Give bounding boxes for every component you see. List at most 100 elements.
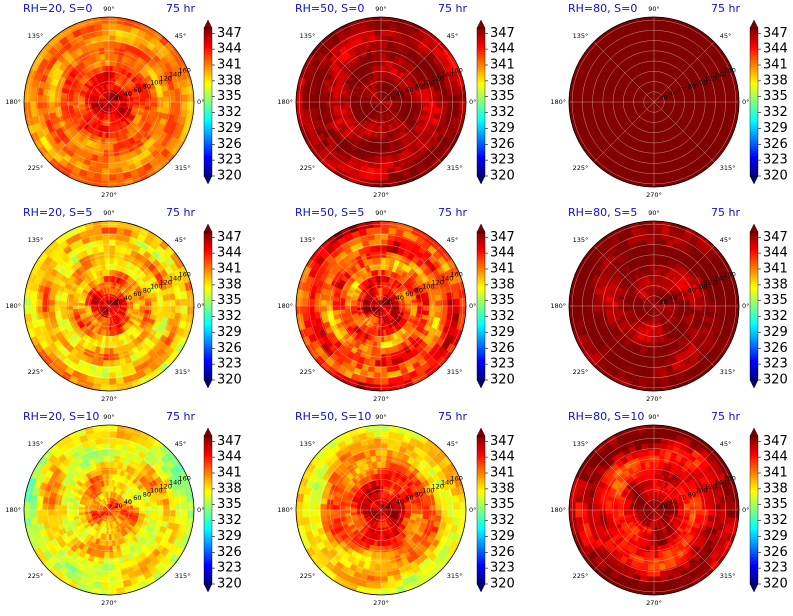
colorbar-segment bbox=[477, 67, 485, 70]
colorbar-tick-label: 341 bbox=[217, 58, 242, 73]
colorbar-segment bbox=[204, 70, 212, 73]
angular-tick-label: 225° bbox=[28, 368, 44, 376]
colorbar-segment bbox=[477, 161, 485, 164]
heat-cell bbox=[345, 302, 351, 306]
heat-cell bbox=[321, 294, 328, 300]
colorbar-segment bbox=[750, 114, 758, 117]
colorbar-segment bbox=[204, 328, 212, 331]
heat-cell bbox=[696, 106, 703, 111]
colorbar-tick-label: 338 bbox=[490, 73, 515, 88]
colorbar-extend-max bbox=[477, 20, 485, 28]
colorbar-segment bbox=[204, 279, 212, 282]
colorbar-segment bbox=[204, 60, 212, 63]
colorbar-segment bbox=[204, 43, 212, 46]
colorbar-segment bbox=[477, 45, 485, 48]
colorbar-extend-min bbox=[750, 176, 758, 184]
colorbar-tick-label: 344 bbox=[217, 42, 242, 57]
heat-cell bbox=[381, 23, 389, 29]
colorbar-tick-label: 323 bbox=[217, 357, 242, 372]
colorbar-segment bbox=[750, 159, 758, 162]
heat-cell bbox=[351, 99, 357, 102]
heat-cell bbox=[320, 300, 326, 306]
colorbar-segment bbox=[204, 109, 212, 112]
colorbar-segment bbox=[204, 318, 212, 321]
colorbar-segment bbox=[477, 164, 485, 167]
colorbar-segment bbox=[204, 48, 212, 51]
heat-cell bbox=[326, 102, 332, 107]
radial-tick-label: 160 bbox=[450, 271, 462, 279]
heat-cell bbox=[151, 97, 157, 102]
heat-cell bbox=[381, 41, 387, 47]
heat-cell bbox=[381, 360, 387, 366]
heat-cell bbox=[48, 102, 54, 108]
radial-tick-label: 40 bbox=[124, 294, 132, 302]
heat-cell bbox=[103, 360, 109, 366]
heat-cell bbox=[649, 144, 654, 150]
heat-cell bbox=[369, 156, 375, 163]
heat-cell bbox=[107, 324, 109, 330]
colorbar-segment bbox=[750, 58, 758, 61]
angular-tick-label: 135° bbox=[28, 236, 44, 244]
colorbar-tick-label: 320 bbox=[490, 169, 515, 184]
colorbar-segment bbox=[204, 40, 212, 43]
heat-cell bbox=[702, 97, 708, 102]
colorbar-segment bbox=[750, 48, 758, 51]
heat-cell bbox=[103, 41, 109, 47]
heat-cell bbox=[612, 98, 618, 102]
colorbar-segment bbox=[477, 70, 485, 73]
colorbar-segment bbox=[477, 65, 485, 68]
angular-tick-label: 315° bbox=[447, 368, 463, 376]
colorbar-segment bbox=[477, 169, 485, 172]
heat-cell bbox=[61, 93, 68, 98]
colorbar-segment bbox=[477, 102, 485, 105]
heat-cell bbox=[145, 102, 151, 106]
colorbar-segment bbox=[204, 129, 212, 132]
heat-cell bbox=[109, 156, 115, 162]
colorbar-segment bbox=[477, 239, 485, 242]
colorbar-segment bbox=[750, 82, 758, 85]
colorbar-segment bbox=[750, 134, 758, 137]
colorbar-segment bbox=[204, 169, 212, 172]
colorbar-segment bbox=[204, 107, 212, 110]
colorbar-tick-label: 341 bbox=[490, 58, 515, 73]
colorbar-segment bbox=[477, 132, 485, 135]
colorbar-tick-label: 320 bbox=[763, 169, 788, 184]
angular-tick-label: 315° bbox=[175, 368, 191, 376]
colorbar-segment bbox=[204, 97, 212, 100]
heat-cell bbox=[654, 23, 662, 29]
colorbar-segment bbox=[204, 159, 212, 162]
colorbar-segment bbox=[204, 117, 212, 120]
heat-cell bbox=[104, 348, 109, 354]
colorbar-segment bbox=[204, 149, 212, 152]
colorbar-segment bbox=[204, 259, 212, 262]
colorbar-segment bbox=[477, 43, 485, 46]
heat-cell bbox=[381, 47, 386, 53]
colorbar-segment bbox=[204, 336, 212, 339]
angular-tick-label: 45° bbox=[175, 236, 187, 244]
colorbar-tick-label: 332 bbox=[763, 105, 788, 120]
heat-cell bbox=[109, 47, 114, 53]
colorbar-segment bbox=[204, 137, 212, 140]
colorbar-segment bbox=[204, 171, 212, 174]
heat-cell bbox=[333, 297, 340, 302]
angular-tick-label: 225° bbox=[300, 164, 316, 172]
heat-cell bbox=[85, 100, 91, 102]
colorbar-segment bbox=[204, 276, 212, 279]
heat-cell bbox=[650, 138, 654, 144]
heat-cell bbox=[67, 302, 73, 306]
angular-tick-label: 45° bbox=[720, 32, 732, 40]
heat-cell bbox=[109, 270, 113, 276]
heat-cell bbox=[109, 23, 117, 29]
colorbar-segment bbox=[204, 82, 212, 85]
heat-cell bbox=[624, 99, 630, 102]
heat-cell bbox=[157, 102, 163, 107]
colorbar-segment bbox=[477, 114, 485, 117]
heat-cell bbox=[593, 102, 599, 108]
heat-cell bbox=[113, 54, 118, 61]
heat-cell bbox=[163, 107, 170, 113]
colorbar-segment bbox=[204, 333, 212, 336]
colorbar-segment bbox=[477, 63, 485, 66]
colorbar-segment bbox=[750, 33, 758, 36]
colorbar-segment bbox=[477, 139, 485, 142]
heat-cell bbox=[373, 227, 381, 233]
